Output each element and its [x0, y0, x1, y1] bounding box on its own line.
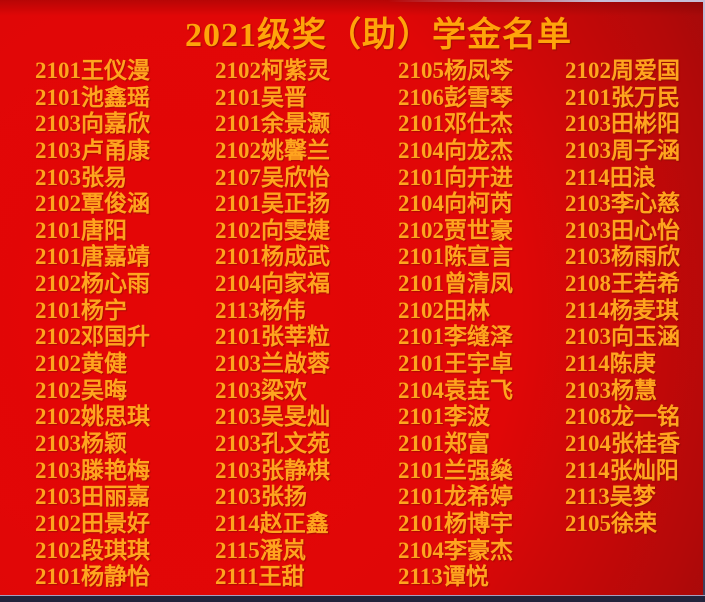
list-item: 2114赵正鑫 — [215, 510, 329, 536]
list-item: 2101王宇卓 — [398, 351, 513, 377]
list-item: 2101曾清凤 — [398, 271, 513, 297]
name-column-1: 2101王仪漫 2101池鑫瑶 2103向嘉欣 2103卢甬康 2103张易 2102覃俊… — [35, 58, 215, 595]
top-edge-line — [0, 0, 705, 2]
list-item: 2111王甜 — [215, 564, 305, 590]
list-item: 2101余景灏 — [215, 111, 330, 137]
list-item: 2103杨慧 — [565, 377, 657, 403]
list-item: 2103田丽嘉 — [35, 484, 150, 510]
list-item: 2101张万民 — [565, 84, 680, 110]
list-item: 2106彭雪琴 — [398, 84, 513, 110]
list-item: 2101陈宣言 — [398, 244, 513, 270]
list-item: 2103孔文苑 — [215, 430, 330, 456]
list-item: 2102吴晦 — [35, 377, 127, 403]
list-item: 2101王仪漫 — [35, 58, 150, 83]
list-item: 2115潘岚 — [215, 537, 306, 563]
list-item: 2105杨凤芩 — [398, 58, 513, 83]
list-item: 2103张静棋 — [215, 457, 330, 483]
list-item: 2113杨伟 — [215, 297, 306, 323]
list-item: 2114张灿阳 — [565, 457, 679, 483]
list-item: 2102覃俊涵 — [35, 191, 150, 217]
list-item: 2114陈庚 — [565, 351, 656, 377]
list-item: 2102柯紫灵 — [215, 58, 330, 83]
list-item: 2101唐阳 — [35, 217, 127, 243]
list-item: 2104向家福 — [215, 271, 330, 297]
list-item: 2104李豪杰 — [398, 537, 513, 563]
list-item: 2103卢甬康 — [35, 137, 150, 163]
list-item: 2104向龙杰 — [398, 137, 513, 163]
list-item: 2113吴梦 — [565, 484, 656, 510]
list-item: 2101李缝泽 — [398, 324, 513, 350]
list-item: 2101杨博宇 — [398, 510, 513, 536]
bottom-edge-bar — [0, 595, 705, 602]
list-item: 2101邓仕杰 — [398, 111, 513, 137]
list-item: 2103向玉涵 — [565, 324, 680, 350]
list-item: 2103兰啟蓉 — [215, 351, 330, 377]
list-item: 2103田心怡 — [565, 217, 680, 243]
list-item: 2102黄健 — [35, 351, 127, 377]
list-item: 2102姚思琪 — [35, 404, 150, 430]
list-item: 2105徐荣 — [565, 510, 657, 536]
name-column-4: 2102周爱国 2101张万民 2103田彬阳 2103周子涵 2114田浪 2103李心… — [565, 58, 705, 595]
name-column-3: 2105杨凤芩 2106彭雪琴 2101邓仕杰 2104向龙杰 2101向开进 2104向… — [398, 58, 565, 595]
list-item: 2108王若希 — [565, 271, 680, 297]
list-item: 2102周爱国 — [565, 58, 680, 83]
list-item: 2101唐嘉靖 — [35, 244, 150, 270]
list-item: 2102段琪琪 — [35, 537, 150, 563]
list-item: 2104袁垚飞 — [398, 377, 513, 403]
list-item: 2113谭悦 — [398, 564, 489, 590]
list-item: 2101向开进 — [398, 164, 513, 190]
list-item: 2101兰强燊 — [398, 457, 513, 483]
list-item: 2101李波 — [398, 404, 490, 430]
list-item: 2102田景好 — [35, 510, 150, 536]
list-item: 2102贾世豪 — [398, 217, 513, 243]
list-item: 2101吴晋 — [215, 84, 307, 110]
list-item: 2108龙一铭 — [565, 404, 680, 430]
list-item: 2114田浪 — [565, 164, 656, 190]
list-item: 2102田林 — [398, 297, 490, 323]
list-item: 2101杨成武 — [215, 244, 330, 270]
list-item: 2102向雯婕 — [215, 217, 330, 243]
list-item: 2103滕艳梅 — [35, 457, 150, 483]
list-item: 2104张桂香 — [565, 430, 680, 456]
list-item: 2102邓国升 — [35, 324, 150, 350]
list-item: 2103梁欢 — [215, 377, 307, 403]
page-title: 2021级奖（助）学金名单 — [185, 17, 572, 54]
list-item: 2101张莘粒 — [215, 324, 330, 350]
list-item: 2101杨静怡 — [35, 564, 150, 590]
list-item: 2101杨宁 — [35, 297, 127, 323]
list-item: 2107吴欣怡 — [215, 164, 330, 190]
list-item: 2101池鑫瑶 — [35, 84, 150, 110]
list-item: 2102杨心雨 — [35, 271, 150, 297]
list-item: 2101郑富 — [398, 430, 490, 456]
list-item: 2102姚馨兰 — [215, 137, 330, 163]
name-column-2: 2102柯紫灵 2101吴晋 2101余景灏 2102姚馨兰 2107吴欣怡 2101吴正… — [215, 58, 398, 595]
name-columns: 2101王仪漫 2101池鑫瑶 2103向嘉欣 2103卢甬康 2103张易 2102覃俊… — [35, 58, 705, 595]
list-item: 2103周子涵 — [565, 137, 680, 163]
list-item: 2103李心慈 — [565, 191, 680, 217]
list-item: 2103田彬阳 — [565, 111, 680, 137]
list-item: 2103张扬 — [215, 484, 307, 510]
list-item: 2103张易 — [35, 164, 127, 190]
list-item: 2104向柯芮 — [398, 191, 513, 217]
list-item: 2114杨麦琪 — [565, 297, 679, 323]
list-item: 2103杨颖 — [35, 430, 127, 456]
list-item: 2103杨雨欣 — [565, 244, 680, 270]
right-edge-line — [703, 0, 705, 602]
list-item: 2101龙希婷 — [398, 484, 513, 510]
list-item: 2103向嘉欣 — [35, 111, 150, 137]
list-item: 2101吴正扬 — [215, 191, 330, 217]
list-item: 2103吴旻灿 — [215, 404, 330, 430]
